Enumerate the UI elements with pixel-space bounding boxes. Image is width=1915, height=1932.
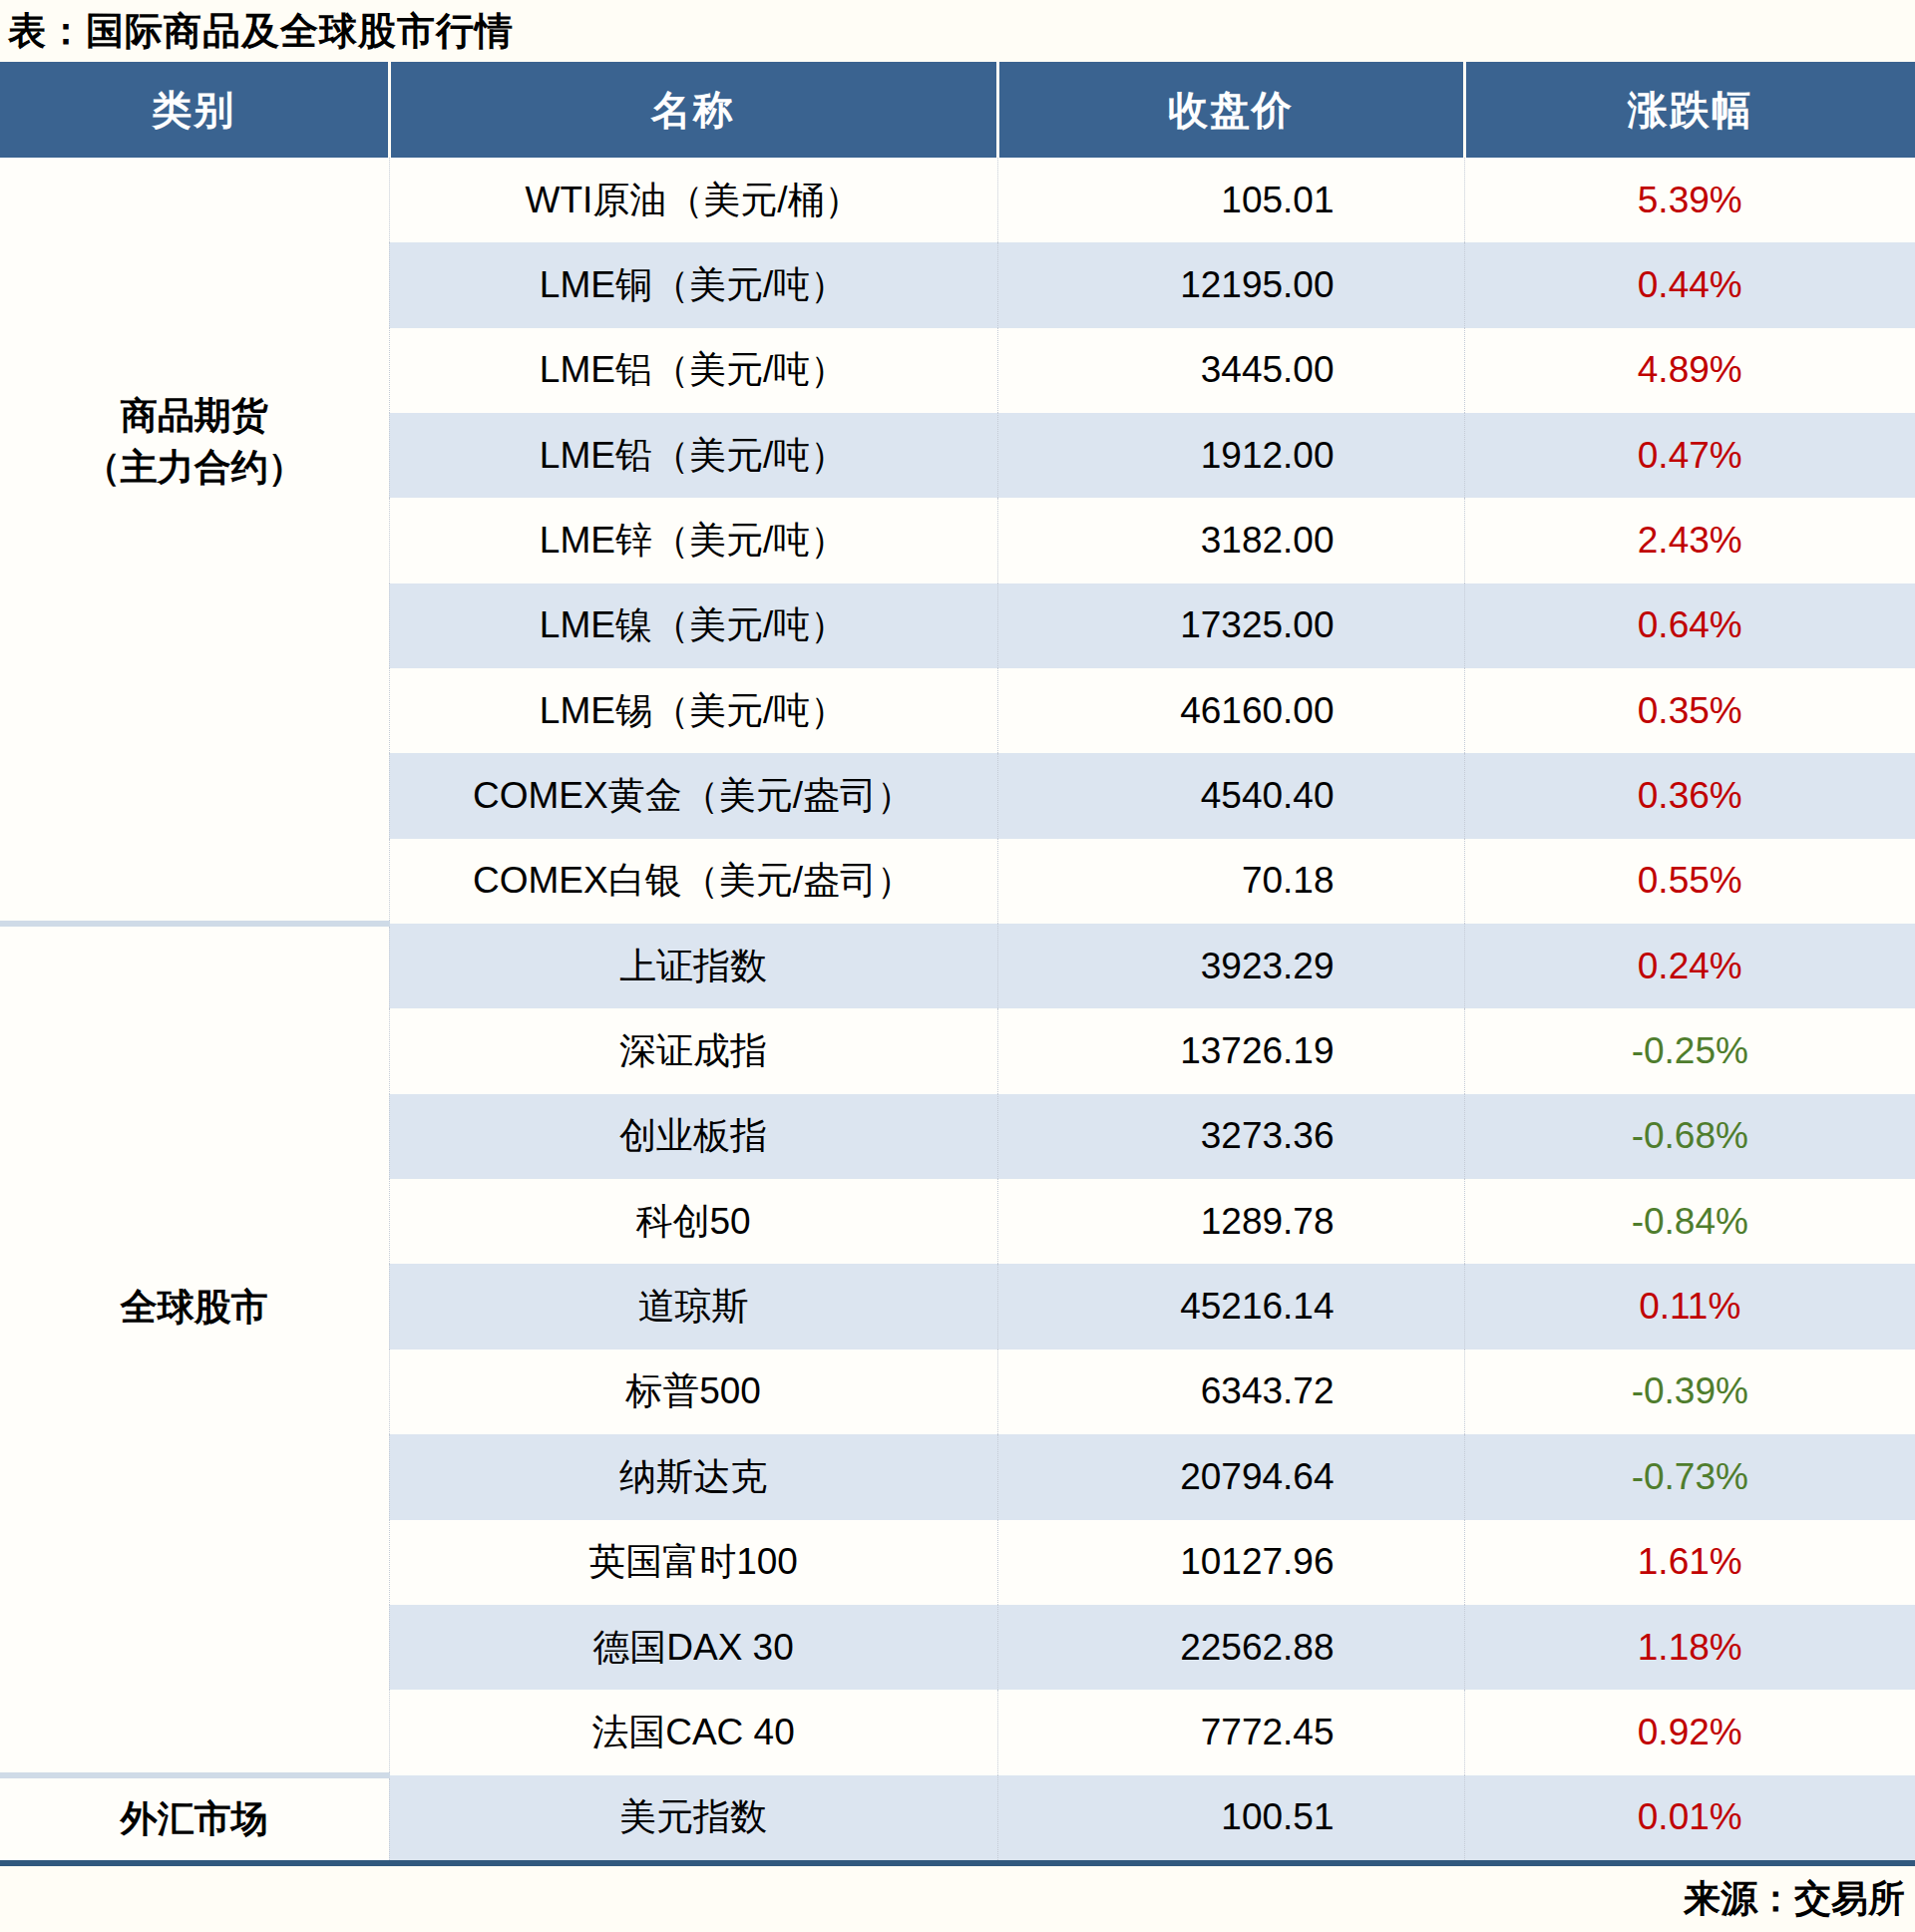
name-cell: 美元指数 xyxy=(389,1775,997,1860)
category-cell-commodities: 商品期货 （主力合约） xyxy=(0,158,389,924)
name-cell: 法国CAC 40 xyxy=(389,1690,997,1774)
table-row: 外汇市场 美元指数 100.51 0.01% xyxy=(0,1775,1915,1860)
name-cell: 英国富时100 xyxy=(389,1520,997,1605)
close-cell: 12195.00 xyxy=(997,242,1464,327)
close-cell: 100.51 xyxy=(997,1775,1464,1860)
column-header-category: 类别 xyxy=(0,62,389,158)
change-cell: -0.73% xyxy=(1464,1434,1915,1519)
name-cell: 深证成指 xyxy=(389,1008,997,1093)
category-label-line: 商品期货 xyxy=(0,390,389,442)
column-header-close: 收盘价 xyxy=(997,62,1464,158)
table-header: 类别 名称 收盘价 涨跌幅 xyxy=(0,62,1915,158)
category-label-line: 全球股市 xyxy=(0,1282,389,1334)
close-cell: 10127.96 xyxy=(997,1520,1464,1605)
column-header-name: 名称 xyxy=(389,62,997,158)
name-cell: LME锌（美元/吨） xyxy=(389,498,997,582)
change-cell: 0.64% xyxy=(1464,583,1915,668)
change-cell: 4.89% xyxy=(1464,328,1915,413)
name-cell: 标普500 xyxy=(389,1350,997,1434)
change-cell: 0.36% xyxy=(1464,753,1915,838)
name-cell: 科创50 xyxy=(389,1179,997,1264)
name-cell: LME铅（美元/吨） xyxy=(389,413,997,498)
name-cell: 道琼斯 xyxy=(389,1264,997,1349)
change-cell: -0.84% xyxy=(1464,1179,1915,1264)
change-cell: 0.24% xyxy=(1464,924,1915,1008)
change-cell: -0.68% xyxy=(1464,1094,1915,1179)
column-header-change: 涨跌幅 xyxy=(1464,62,1915,158)
close-cell: 17325.00 xyxy=(997,583,1464,668)
close-cell: 3445.00 xyxy=(997,328,1464,413)
close-cell: 1912.00 xyxy=(997,413,1464,498)
name-cell: 纳斯达克 xyxy=(389,1434,997,1519)
name-cell: 创业板指 xyxy=(389,1094,997,1179)
close-cell: 4540.40 xyxy=(997,753,1464,838)
close-cell: 3182.00 xyxy=(997,498,1464,582)
change-cell: -0.39% xyxy=(1464,1350,1915,1434)
close-cell: 105.01 xyxy=(997,158,1464,242)
header-row: 类别 名称 收盘价 涨跌幅 xyxy=(0,62,1915,158)
close-cell: 13726.19 xyxy=(997,1008,1464,1093)
name-cell: WTI原油（美元/桶） xyxy=(389,158,997,242)
change-cell: 0.11% xyxy=(1464,1264,1915,1349)
change-cell: 0.55% xyxy=(1464,839,1915,924)
change-cell: 5.39% xyxy=(1464,158,1915,242)
close-cell: 6343.72 xyxy=(997,1350,1464,1434)
category-label-line: 外汇市场 xyxy=(0,1793,389,1845)
change-cell: -0.25% xyxy=(1464,1008,1915,1093)
page: 表：国际商品及全球股市行情 类别 名称 收盘价 涨跌幅 商品期货 （主力合约） xyxy=(0,0,1915,1932)
close-cell: 7772.45 xyxy=(997,1690,1464,1774)
change-cell: 0.01% xyxy=(1464,1775,1915,1860)
change-cell: 0.92% xyxy=(1464,1690,1915,1774)
close-cell: 70.18 xyxy=(997,839,1464,924)
change-cell: 1.18% xyxy=(1464,1605,1915,1690)
close-cell: 1289.78 xyxy=(997,1179,1464,1264)
table-row: 全球股市 上证指数 3923.29 0.24% xyxy=(0,924,1915,1008)
change-cell: 2.43% xyxy=(1464,498,1915,582)
close-cell: 3923.29 xyxy=(997,924,1464,1008)
change-cell: 0.35% xyxy=(1464,668,1915,753)
change-cell: 1.61% xyxy=(1464,1520,1915,1605)
change-cell: 0.47% xyxy=(1464,413,1915,498)
name-cell: LME铜（美元/吨） xyxy=(389,242,997,327)
name-cell: LME锡（美元/吨） xyxy=(389,668,997,753)
category-cell-forex: 外汇市场 xyxy=(0,1775,389,1860)
name-cell: LME镍（美元/吨） xyxy=(389,583,997,668)
table-row: 商品期货 （主力合约） WTI原油（美元/桶） 105.01 5.39% xyxy=(0,158,1915,242)
change-cell: 0.44% xyxy=(1464,242,1915,327)
name-cell: 德国DAX 30 xyxy=(389,1605,997,1690)
source-note: 来源：交易所 xyxy=(0,1866,1915,1932)
close-cell: 20794.64 xyxy=(997,1434,1464,1519)
close-cell: 3273.36 xyxy=(997,1094,1464,1179)
name-cell: 上证指数 xyxy=(389,924,997,1008)
close-cell: 22562.88 xyxy=(997,1605,1464,1690)
close-cell: 45216.14 xyxy=(997,1264,1464,1349)
category-label-line: （主力合约） xyxy=(0,442,389,494)
category-cell-global-stocks: 全球股市 xyxy=(0,924,389,1774)
page-title: 表：国际商品及全球股市行情 xyxy=(0,0,1915,62)
market-table: 类别 名称 收盘价 涨跌幅 商品期货 （主力合约） WTI原油（美元/桶） 10… xyxy=(0,62,1915,1860)
name-cell: COMEX白银（美元/盎司） xyxy=(389,839,997,924)
name-cell: COMEX黄金（美元/盎司） xyxy=(389,753,997,838)
close-cell: 46160.00 xyxy=(997,668,1464,753)
name-cell: LME铝（美元/吨） xyxy=(389,328,997,413)
